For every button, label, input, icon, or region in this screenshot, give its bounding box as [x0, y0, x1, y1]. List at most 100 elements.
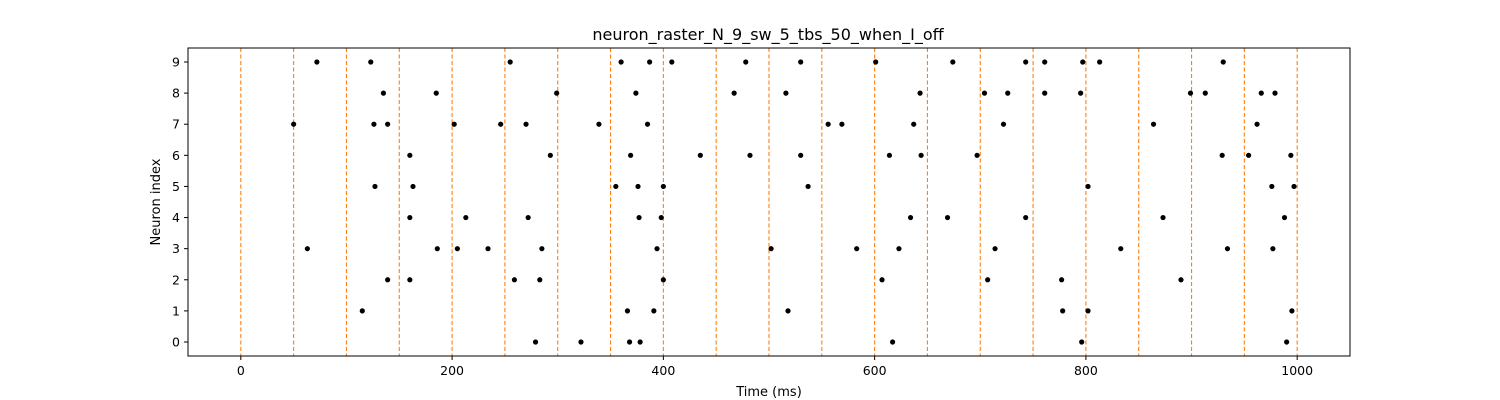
spike-marker	[1080, 59, 1086, 65]
spike-marker	[1220, 59, 1226, 65]
spike-marker	[1042, 59, 1048, 65]
spike-marker	[539, 246, 545, 252]
spike-marker	[407, 277, 413, 283]
y-axis-label: Neuron index	[149, 158, 164, 245]
x-tick-label: 0	[237, 363, 245, 378]
spike-marker	[523, 121, 529, 127]
spike-marker	[635, 183, 641, 190]
spike-marker	[911, 121, 917, 127]
spike-marker	[511, 277, 518, 283]
spike-marker	[651, 308, 657, 314]
spike-marker	[1269, 183, 1275, 190]
spike-marker	[1023, 214, 1029, 221]
y-tick-label: 3	[172, 241, 180, 256]
spike-marker	[644, 121, 651, 127]
spike-marker	[304, 246, 310, 252]
spike-marker	[825, 121, 831, 127]
spike-marker	[547, 152, 553, 158]
x-tick-label: 400	[651, 363, 675, 378]
x-tick-label: 1000	[1281, 363, 1313, 378]
spike-marker	[618, 59, 624, 65]
plot-area: 0 200 400 600 800 1000 0 1 2 3 4 5 6 7 8 9	[172, 47, 1351, 378]
spike-marker	[1258, 90, 1264, 96]
spike-marker	[950, 59, 956, 65]
spike-marker	[1291, 183, 1297, 190]
spike-marker	[798, 152, 804, 158]
spike-marker	[359, 308, 365, 314]
spike-marker	[1178, 277, 1184, 283]
spike-marker	[768, 246, 774, 252]
spike-marker	[498, 121, 504, 127]
spike-marker	[368, 59, 374, 65]
spike-marker	[1078, 90, 1084, 96]
spike-marker	[380, 90, 387, 96]
spike-marker	[451, 121, 457, 127]
spike-marker	[1150, 121, 1157, 127]
spike-marker	[798, 59, 804, 65]
y-tick-label: 2	[172, 272, 180, 287]
spike-marker	[1085, 183, 1091, 190]
spike-marker	[1187, 90, 1194, 96]
spike-marker	[633, 90, 639, 96]
spike-marker	[1097, 59, 1103, 65]
spike-marker	[647, 59, 653, 65]
spike-marker	[1272, 90, 1278, 96]
spike-marker	[637, 339, 643, 345]
spike-marker	[785, 308, 791, 314]
spike-marker	[1023, 59, 1029, 65]
spike-marker	[385, 121, 391, 127]
spike-marker	[889, 339, 896, 345]
spike-marker	[743, 59, 749, 65]
spike-marker	[879, 277, 885, 283]
spike-marker	[410, 183, 416, 190]
spike-marker	[532, 339, 539, 345]
spike-marker	[1118, 246, 1124, 252]
spike-marker	[654, 246, 660, 252]
spike-marker	[747, 152, 753, 158]
spike-marker	[463, 214, 469, 221]
spike-marker	[669, 59, 675, 65]
y-tick-label: 1	[172, 303, 180, 318]
spike-marker	[372, 183, 378, 190]
spike-marker	[613, 183, 619, 190]
spike-marker	[839, 121, 845, 127]
spike-marker	[1281, 214, 1288, 221]
spike-marker	[291, 121, 297, 127]
spike-marker	[1079, 339, 1085, 345]
spike-marker	[1085, 308, 1091, 314]
spike-marker	[992, 246, 998, 252]
spike-marker	[485, 246, 491, 252]
spike-marker	[658, 214, 664, 221]
x-axis-label: Time (ms)	[735, 385, 802, 400]
x-tick-label: 800	[1074, 363, 1098, 378]
y-tick-label: 7	[172, 117, 180, 132]
spike-marker	[1000, 121, 1007, 127]
axes-frame	[187, 47, 1351, 357]
spike-marker	[314, 59, 320, 65]
spike-marker	[596, 121, 602, 127]
spike-marker	[407, 214, 413, 221]
spike-marker	[981, 90, 988, 96]
spike-marker	[1202, 90, 1208, 96]
y-tick-label: 6	[172, 148, 180, 163]
spike-marker	[628, 152, 634, 158]
spike-marker	[1224, 246, 1231, 252]
spike-marker	[636, 214, 642, 221]
spike-marker	[454, 246, 460, 252]
spike-marker	[507, 59, 513, 65]
x-tick-label: 600	[863, 363, 887, 378]
y-tick-label: 0	[172, 335, 180, 350]
x-tick-label: 200	[440, 363, 464, 378]
spike-marker	[731, 90, 737, 96]
spike-marker	[1042, 90, 1048, 96]
spike-marker	[944, 214, 951, 221]
spike-marker	[985, 277, 991, 283]
spike-marker	[434, 246, 440, 252]
spike-marker	[660, 183, 666, 190]
spike-marker	[407, 152, 413, 158]
spike-marker	[537, 277, 543, 283]
spike-marker	[626, 339, 633, 345]
y-tick-label: 8	[172, 86, 180, 101]
